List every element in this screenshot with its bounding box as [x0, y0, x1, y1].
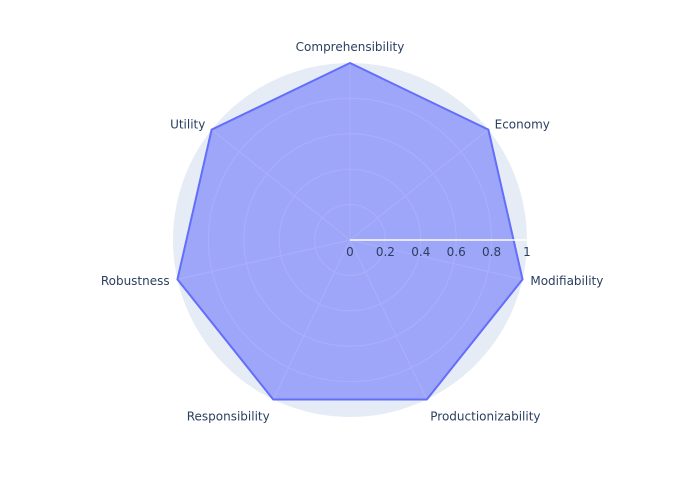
angular-axis-label: Robustness [101, 274, 170, 288]
radial-tick-label: 1 [523, 245, 531, 259]
radial-tick-label: 0.2 [376, 245, 395, 259]
series-area [176, 62, 524, 401]
radial-tick-label: 0.8 [482, 245, 501, 259]
angular-axis-label: Comprehensibility [296, 40, 405, 54]
radial-tick-label: 0.4 [411, 245, 430, 259]
angular-axis-label: Productionizability [430, 410, 540, 424]
radial-tick-label: 0 [346, 245, 354, 259]
angular-axis-label: Utility [170, 118, 205, 132]
angular-axis-labels: Comprehensibility Economy Modifiability Pro… [101, 40, 604, 424]
angular-axis-label: Responsibility [187, 410, 270, 424]
radial-tick-label: 0.6 [447, 245, 466, 259]
angular-axis-label: Modifiability [530, 274, 603, 288]
radial-tick-labels: 0 0.2 0.4 0.6 0.8 1 [346, 245, 531, 259]
angular-axis-label: Economy [495, 118, 550, 132]
